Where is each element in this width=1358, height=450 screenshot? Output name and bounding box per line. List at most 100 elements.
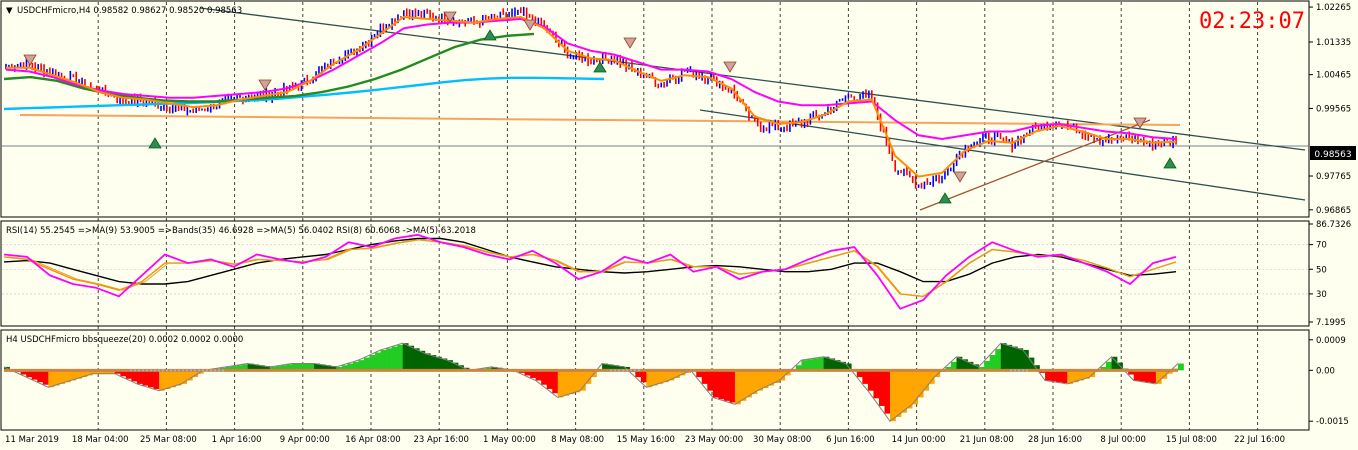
- squeeze-pos-bar: [358, 360, 365, 371]
- squeeze-pos-bar: [225, 366, 232, 371]
- squeeze-pos-bar: [618, 366, 625, 371]
- squeeze-pos-bar: [408, 345, 415, 371]
- squeeze-neg-bar: [530, 370, 536, 378]
- squeeze-neg-bar: [98, 370, 104, 374]
- x-tick-label: 23 May 00:00: [685, 435, 743, 445]
- clock: 02:23:07: [1199, 9, 1305, 34]
- squeeze-panel: [0, 329, 1310, 431]
- squeeze-pos-bar: [314, 363, 320, 371]
- rsi-y-tick-label: 70: [1316, 241, 1327, 251]
- squeeze-neg-bar: [142, 370, 149, 386]
- squeeze-pos-bar: [1006, 344, 1013, 371]
- squeeze-title: H4 USDCHFmicro bbsqueeze(20) 0.0002 0.00…: [6, 335, 243, 345]
- squeeze-neg-bar: [740, 370, 747, 401]
- squeeze-pos-bar: [818, 357, 824, 371]
- squeeze-pos-bar: [607, 364, 614, 371]
- x-tick-label: 25 Mar 08:00: [140, 435, 197, 445]
- squeeze-neg-bar: [70, 370, 77, 381]
- squeeze-neg-bar: [696, 370, 703, 378]
- squeeze-neg-bar: [674, 370, 680, 378]
- squeeze-neg-bar: [568, 370, 575, 395]
- squeeze-y-tick-label: 0.00: [1316, 366, 1335, 376]
- squeeze-pos-bar: [1034, 365, 1040, 371]
- x-tick-label: 28 Jun 16:00: [1028, 435, 1082, 445]
- squeeze-neg-bar: [856, 370, 863, 378]
- squeeze-neg-bar: [779, 370, 786, 381]
- squeeze-neg-bar: [574, 370, 581, 393]
- squeeze-neg-bar: [546, 370, 553, 389]
- current-price-tag: [1310, 146, 1356, 160]
- squeeze-pos-bar: [950, 361, 957, 371]
- squeeze-pos-bar: [435, 356, 442, 371]
- rsi-plot: [2, 233, 1309, 310]
- rsi-line: [3, 233, 1177, 310]
- squeeze-neg-bar: [1144, 370, 1151, 383]
- squeeze-neg-bar: [867, 370, 874, 391]
- squeeze-pos-bar: [375, 352, 381, 371]
- squeeze-pos-bar: [264, 366, 271, 371]
- down-arrow-icon: [623, 37, 637, 49]
- squeeze-neg-bar: [1128, 370, 1134, 375]
- squeeze-neg-bar: [87, 370, 93, 376]
- squeeze-neg-bar: [928, 370, 935, 384]
- price-y-tick-label: 0.97765: [1316, 172, 1351, 182]
- squeeze-neg-bar: [729, 370, 736, 403]
- squeeze-neg-bar: [1067, 370, 1074, 384]
- squeeze-pos-bar: [1022, 349, 1029, 371]
- squeeze-pos-bar: [269, 366, 276, 371]
- price-panel: [0, 0, 1310, 218]
- x-tick-label: 23 Apr 16:00: [413, 435, 468, 445]
- squeeze-neg-bar: [1139, 370, 1146, 382]
- squeeze-pos-bar: [386, 348, 392, 371]
- squeeze-neg-bar: [640, 370, 647, 383]
- x-tick-label: 8 Jul 00:00: [1100, 435, 1146, 445]
- x-tick-label: 30 May 08:00: [753, 435, 811, 445]
- up-arrow-icon: [938, 192, 952, 204]
- x-tick-label: 15 Jul 08:00: [1166, 435, 1217, 445]
- squeeze-neg-bar: [109, 370, 116, 374]
- squeeze-pos-bar: [1017, 348, 1024, 371]
- squeeze-pos-bar: [801, 360, 808, 371]
- squeeze-neg-bar: [153, 370, 160, 389]
- rsi-y-tick-label: 86.7326: [1316, 220, 1351, 230]
- squeeze-neg-bar: [679, 370, 686, 376]
- squeeze-neg-bar: [541, 370, 547, 385]
- squeeze-neg-bar: [114, 370, 121, 374]
- squeeze-neg-bar: [1056, 370, 1063, 383]
- price-plot: [2, 6, 1309, 211]
- squeeze-pos-bar: [253, 364, 260, 371]
- squeeze-neg-bar: [635, 370, 642, 378]
- x-axis-labels: 11 Mar 2019 18 Mar 04:00 25 Mar 08:00 1 Apr…: [5, 435, 1285, 445]
- squeeze-neg-bar: [53, 370, 60, 386]
- squeeze-neg-bar: [563, 370, 570, 396]
- squeeze-neg-bar: [757, 370, 763, 391]
- squeeze-pos-bar: [829, 358, 835, 371]
- squeeze-neg-bar: [170, 370, 176, 388]
- price-title-arrow[interactable]: ▼: [6, 6, 13, 16]
- squeeze-pos-bar: [823, 356, 830, 371]
- squeeze-pos-bar: [624, 366, 631, 371]
- squeeze-neg-bar: [186, 370, 193, 381]
- squeeze-neg-bar: [585, 370, 592, 384]
- squeeze-neg-bar: [164, 370, 171, 389]
- x-tick-label: 22 Jul 16:00: [1234, 435, 1285, 445]
- squeeze-pos-bar: [424, 353, 431, 371]
- squeeze-pos-bar: [956, 356, 963, 371]
- squeeze-plot: [3, 342, 1184, 422]
- squeeze-neg-bar: [175, 370, 182, 386]
- squeeze-pos-bar: [402, 343, 409, 371]
- squeeze-pos-bar: [945, 366, 952, 371]
- squeeze-pos-bar: [1111, 356, 1118, 371]
- squeeze-neg-bar: [48, 370, 55, 388]
- squeeze-pos-bar: [984, 360, 991, 371]
- squeeze-pos-bar: [280, 365, 287, 371]
- squeeze-pos-bar: [275, 366, 282, 371]
- up-arrow-icon: [593, 61, 607, 73]
- squeeze-neg-bar: [159, 370, 165, 391]
- squeeze-neg-bar: [125, 370, 132, 379]
- squeeze-neg-bar: [535, 370, 542, 381]
- squeeze-neg-bar: [878, 370, 885, 406]
- squeeze-neg-bar: [701, 370, 708, 384]
- down-arrow-icon: [258, 79, 272, 91]
